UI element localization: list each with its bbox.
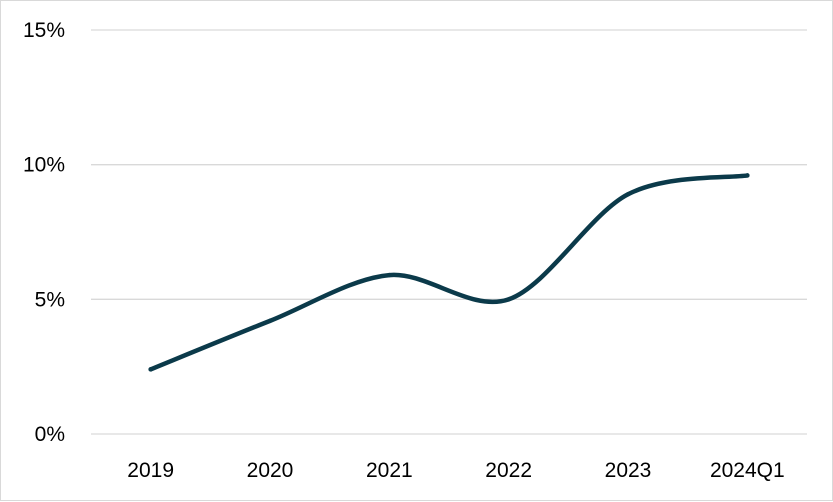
x-tick-label: 2022 — [485, 459, 532, 482]
x-tick-label: 2020 — [247, 459, 294, 482]
y-tick-label: 15% — [23, 19, 65, 42]
data-point-2019 — [148, 367, 153, 372]
data-point-2021 — [387, 272, 392, 278]
x-tick-label: 2021 — [366, 459, 413, 482]
y-tick-label: 0% — [35, 423, 65, 446]
y-tick-label: 10% — [23, 154, 65, 177]
data-point-2020 — [267, 318, 273, 324]
series-layer — [148, 173, 750, 372]
x-tick-label: 2024Q1 — [710, 459, 785, 482]
x-axis-labels: 2019 2020 2021 2022 2023 2024Q1 — [127, 459, 784, 482]
grid-lines — [91, 29, 807, 435]
data-point-2023 — [625, 192, 631, 197]
data-point-2024Q1 — [745, 173, 750, 178]
x-tick-label: 2023 — [605, 459, 652, 482]
data-point-2022 — [506, 297, 511, 302]
x-tick-label: 2019 — [127, 459, 174, 482]
y-tick-label: 5% — [35, 288, 65, 311]
series-line — [148, 173, 750, 372]
y-axis-labels: 0% 5% 10% 15% — [23, 19, 65, 446]
